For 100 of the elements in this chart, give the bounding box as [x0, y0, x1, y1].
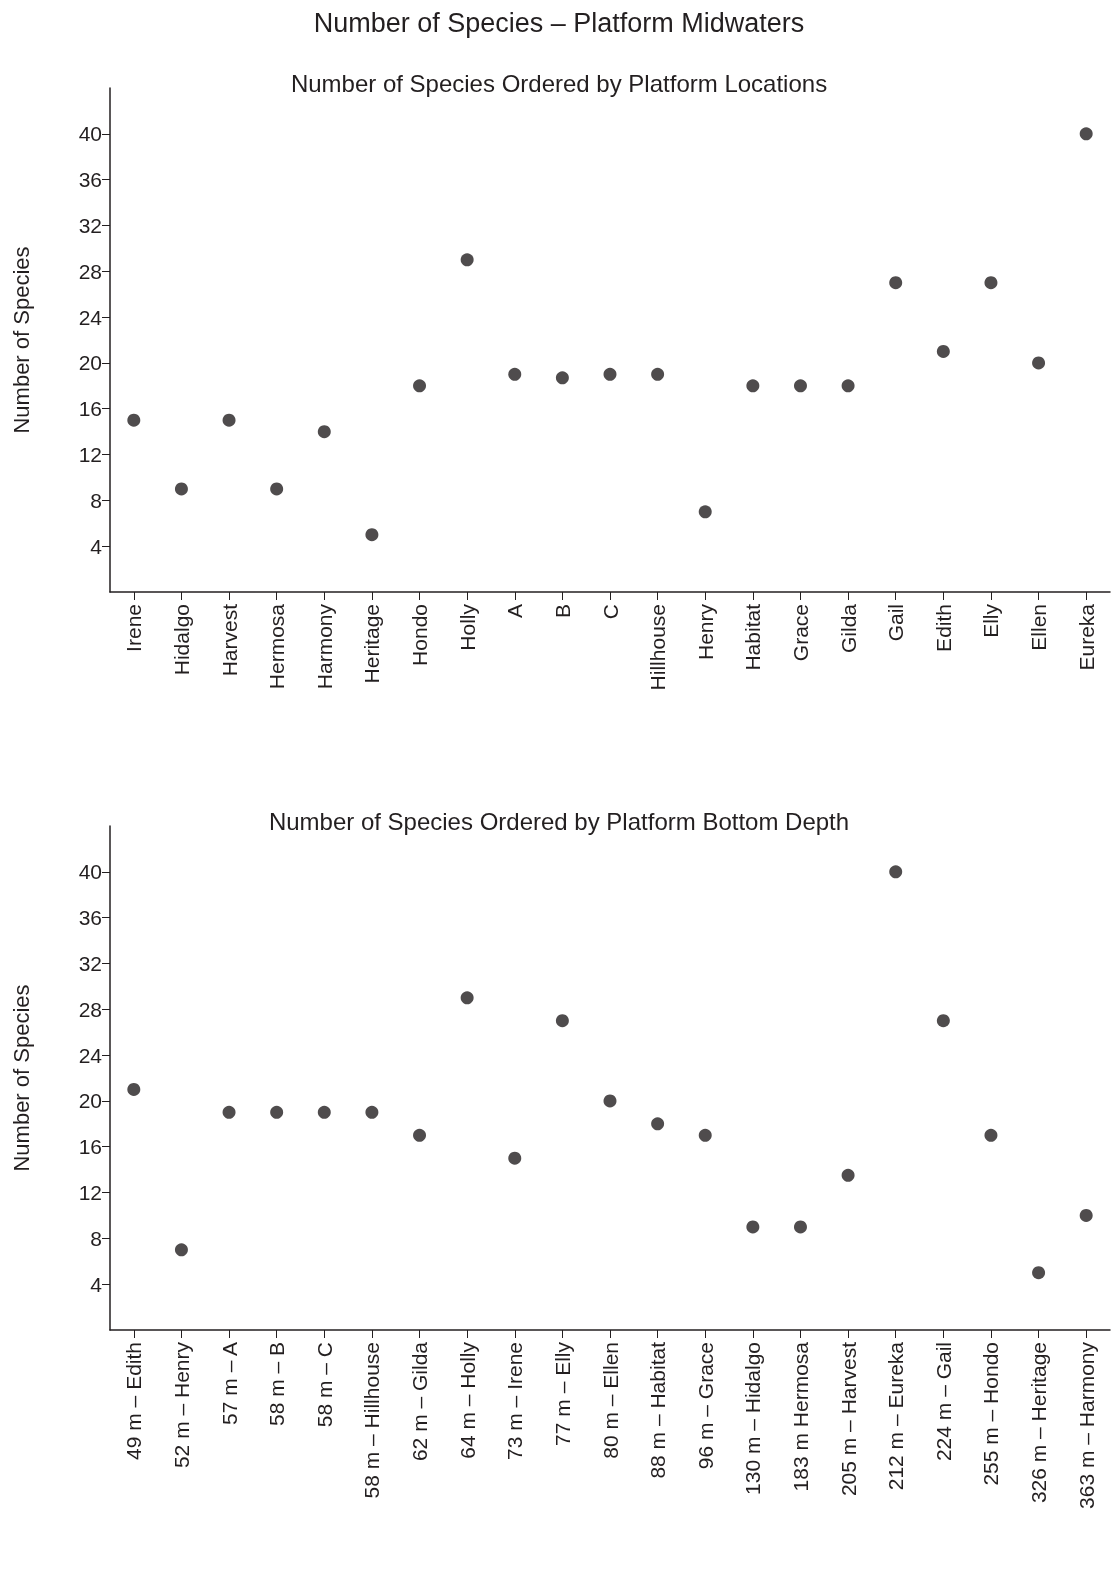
- point: [555, 1014, 569, 1028]
- x-tick-label: Harmony: [312, 603, 336, 690]
- x-tick-label: 130 m – Hidalgo: [741, 1342, 765, 1495]
- y-tick-label: 24: [78, 1043, 103, 1067]
- point: [413, 379, 427, 393]
- x-tick-label: 58 m – C: [312, 1342, 336, 1428]
- point: [889, 276, 903, 290]
- x-tick-label: Hillhouse: [646, 604, 670, 691]
- point: [508, 1151, 522, 1165]
- y-tick-label: 4: [90, 534, 103, 558]
- x-tick-label: 205 m – Harvest: [836, 1341, 860, 1497]
- y-tick-label: 8: [90, 488, 102, 512]
- point: [460, 991, 474, 1005]
- y-axis-title: Number of Species: [8, 246, 34, 434]
- x-tick-label: Gilda: [836, 603, 860, 654]
- y-tick-label: 36: [78, 906, 102, 930]
- point: [222, 1105, 236, 1119]
- x-tick-label: 212 m – Eureka: [884, 1341, 908, 1491]
- point: [984, 1128, 998, 1142]
- point: [651, 367, 665, 381]
- point: [460, 253, 474, 267]
- point: [508, 367, 522, 381]
- x-tick-label: 52 m – Henry: [169, 1341, 193, 1469]
- x-tick-label: B: [550, 604, 574, 619]
- point: [603, 367, 617, 381]
- y-axis-title: Number of Species: [8, 984, 34, 1172]
- point: [603, 1094, 617, 1108]
- point: [127, 1082, 141, 1096]
- point: [365, 528, 379, 542]
- x-tick-label: 49 m – Edith: [122, 1342, 146, 1460]
- x-tick-label: Henry: [693, 603, 717, 661]
- x-tick-label: Hidalgo: [169, 604, 193, 676]
- chart-subtitle: Number of Species Ordered by Platform Locations: [290, 69, 828, 97]
- y-tick-label: 20: [78, 1089, 102, 1113]
- point: [222, 413, 236, 427]
- point: [1032, 1266, 1046, 1280]
- y-tick-label: 40: [78, 122, 102, 146]
- y-tick-label: 28: [78, 259, 102, 283]
- y-tick-label: 8: [90, 1226, 102, 1250]
- x-tick-label: 88 m – Habitat: [646, 1341, 670, 1479]
- point: [127, 413, 141, 427]
- x-tick-label: 62 m – Gilda: [408, 1341, 432, 1462]
- point: [889, 865, 903, 879]
- point: [793, 1220, 807, 1234]
- point: [1079, 127, 1093, 141]
- point: [1079, 1208, 1093, 1222]
- point: [174, 482, 188, 496]
- chart-title: Number of Species Ordered by Platform Bottom Depth: [268, 807, 850, 835]
- y-tick-label: 36: [78, 168, 102, 192]
- point: [841, 1168, 855, 1182]
- x-tick-label: 183 m Hermosa: [788, 1341, 812, 1492]
- point: [698, 1128, 712, 1142]
- x-tick-label: A: [503, 604, 527, 619]
- y-tick-label: 28: [78, 997, 102, 1021]
- point: [365, 1105, 379, 1119]
- x-tick-label: Habitat: [741, 603, 765, 671]
- point: [317, 1105, 331, 1119]
- x-tick-label: 73 m – Irene: [503, 1342, 527, 1460]
- point: [793, 379, 807, 393]
- point: [270, 482, 284, 496]
- x-tick-label: Hondo: [408, 604, 432, 666]
- x-tick-label: Heritage: [360, 604, 384, 684]
- x-tick-label: Hermosa: [265, 603, 289, 690]
- x-tick-label: 58 m – B: [265, 1342, 289, 1427]
- point: [698, 505, 712, 519]
- point: [936, 1014, 950, 1028]
- x-tick-label: 363 m – Harmony: [1074, 1341, 1098, 1509]
- y-tick-label: 32: [78, 213, 102, 237]
- y-tick-label: 16: [78, 397, 102, 421]
- y-tick-label: 4: [90, 1272, 103, 1296]
- y-tick-label: 24: [78, 305, 103, 329]
- point: [270, 1105, 284, 1119]
- x-tick-label: Grace: [788, 604, 812, 662]
- point: [746, 1220, 760, 1234]
- x-tick-label: Edith: [931, 604, 955, 652]
- x-tick-label: 64 m – Holly: [455, 1341, 479, 1459]
- point: [746, 379, 760, 393]
- y-tick-label: 12: [78, 1181, 102, 1205]
- x-tick-label: C: [598, 604, 622, 620]
- chart-title: Number of Species – Platform Midwaters: [313, 7, 805, 38]
- point: [984, 276, 998, 290]
- x-tick-label: Holly: [455, 603, 479, 651]
- y-tick-label: 12: [78, 443, 102, 467]
- y-tick-label: 16: [78, 1135, 102, 1159]
- point: [555, 371, 569, 385]
- x-tick-label: Gail: [884, 604, 908, 642]
- point: [841, 379, 855, 393]
- x-tick-label: 80 m – Ellen: [598, 1342, 622, 1459]
- y-tick-label: 32: [78, 951, 102, 975]
- point: [413, 1128, 427, 1142]
- x-tick-label: 224 m – Gail: [931, 1342, 955, 1462]
- point: [317, 425, 331, 439]
- point: [1032, 356, 1046, 370]
- point: [651, 1117, 665, 1131]
- x-tick-label: Eureka: [1074, 603, 1098, 671]
- x-tick-label: 77 m – Elly: [550, 1341, 574, 1446]
- x-tick-label: 255 m – Hondo: [979, 1342, 1003, 1486]
- point: [936, 344, 950, 358]
- x-tick-label: 96 m – Grace: [693, 1342, 717, 1470]
- x-tick-label: Irene: [122, 604, 146, 652]
